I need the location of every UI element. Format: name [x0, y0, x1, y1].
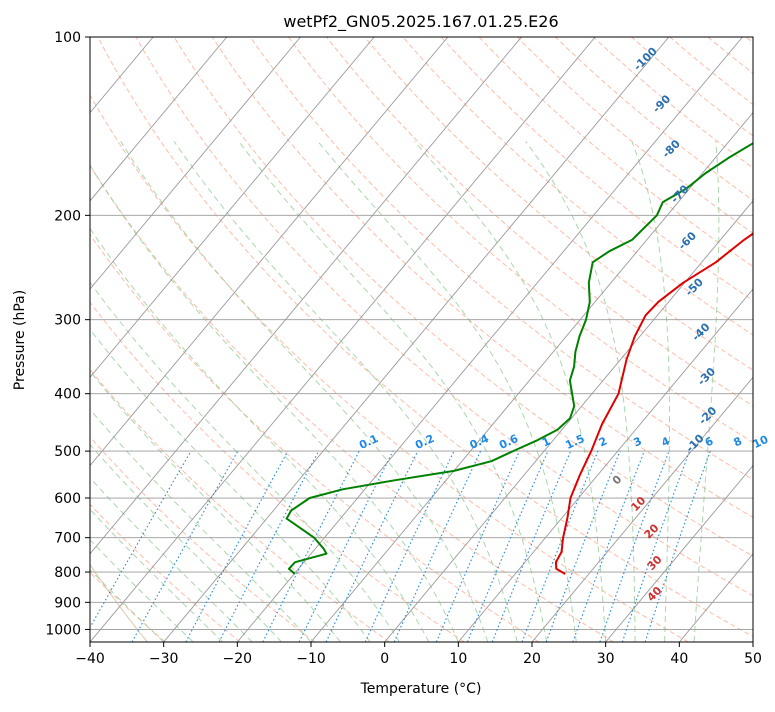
- y-tick-label: 900: [54, 595, 81, 611]
- y-axis-label: Pressure (hPa): [12, 290, 28, 390]
- x-tick-label: 0: [380, 651, 389, 667]
- y-tick-label: 700: [54, 531, 81, 547]
- x-axis-label: Temperature (°C): [360, 681, 482, 697]
- x-tick-label: 30: [597, 651, 615, 667]
- y-tick-label: 800: [54, 565, 81, 581]
- y-tick-label: 600: [54, 491, 81, 507]
- x-tick-label: 50: [744, 651, 762, 667]
- x-tick-label: −20: [223, 651, 253, 667]
- chart-title: wetPf2_GN05.2025.167.01.25.E26: [283, 12, 558, 32]
- x-tick-label: −30: [149, 651, 179, 667]
- x-tick-label: 10: [449, 651, 467, 667]
- x-tick-label: 20: [523, 651, 541, 667]
- y-tick-label: 300: [54, 313, 81, 329]
- y-tick-label: 400: [54, 387, 81, 403]
- y-tick-label: 1000: [45, 622, 81, 638]
- x-tick-label: −40: [75, 651, 105, 667]
- x-tick-label: −10: [296, 651, 326, 667]
- x-tick-label: 40: [670, 651, 688, 667]
- y-tick-label: 500: [54, 444, 81, 460]
- y-tick-label: 100: [54, 30, 81, 46]
- y-tick-label: 200: [54, 208, 81, 224]
